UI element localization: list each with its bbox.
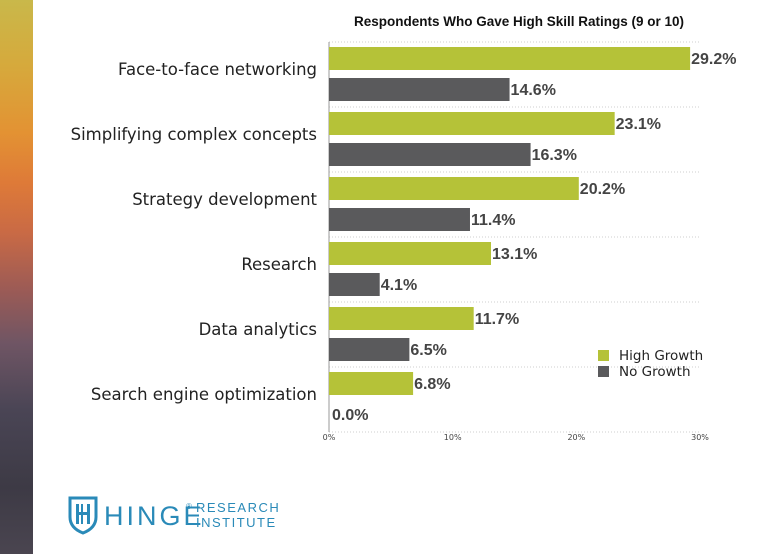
logo-registered-mark: ®: [186, 502, 192, 511]
bar-no-growth: [329, 273, 380, 296]
x-tick-label: 0%: [323, 433, 336, 442]
data-label: 0.0%: [332, 407, 368, 424]
category-label: Search engine optimization: [91, 385, 317, 404]
data-label: 13.1%: [492, 246, 537, 263]
legend-swatch: [598, 366, 609, 377]
chart-title: Respondents Who Gave High Skill Ratings …: [354, 14, 684, 29]
logo-institute: INSTITUTE: [196, 515, 277, 530]
category-label: Simplifying complex concepts: [71, 125, 317, 144]
category-label: Data analytics: [199, 320, 317, 339]
logo-research: RESEARCH: [196, 500, 281, 515]
bar-high-growth: [329, 112, 615, 135]
hinge-logo: HINGE ® RESEARCH INSTITUTE: [66, 495, 286, 535]
bar-no-growth: [329, 208, 470, 231]
x-tick-label: 20%: [567, 433, 585, 442]
x-tick-label: 10%: [444, 433, 462, 442]
data-label: 16.3%: [532, 147, 577, 164]
bar-high-growth: [329, 47, 691, 70]
bar-no-growth: [329, 338, 410, 361]
legend-label: High Growth: [619, 348, 703, 364]
legend-label: No Growth: [619, 364, 691, 380]
data-label: 6.5%: [410, 342, 446, 359]
category-label: Face-to-face networking: [118, 60, 317, 79]
data-label: 14.6%: [511, 82, 556, 99]
data-label: 4.1%: [381, 277, 417, 294]
data-label: 6.8%: [414, 376, 450, 393]
bar-no-growth: [329, 143, 531, 166]
bar-high-growth: [329, 307, 474, 330]
x-tick-label: 30%: [691, 433, 709, 442]
category-label: Strategy development: [132, 190, 317, 209]
data-label: 11.4%: [471, 212, 515, 229]
data-label: 11.7%: [475, 311, 519, 328]
data-label: 29.2%: [691, 51, 736, 68]
bar-high-growth: [329, 177, 579, 200]
bar-high-growth: [329, 372, 414, 395]
data-label: 20.2%: [580, 181, 625, 198]
legend-swatch: [598, 350, 609, 361]
bar-no-growth: [329, 78, 510, 101]
category-label: Research: [241, 255, 317, 274]
bar-high-growth: [329, 242, 492, 265]
shield-logo-icon: [68, 496, 98, 535]
data-label: 23.1%: [616, 116, 661, 133]
logo-wordmark: HINGE: [104, 501, 205, 531]
decorative-side-strip: [0, 0, 33, 554]
